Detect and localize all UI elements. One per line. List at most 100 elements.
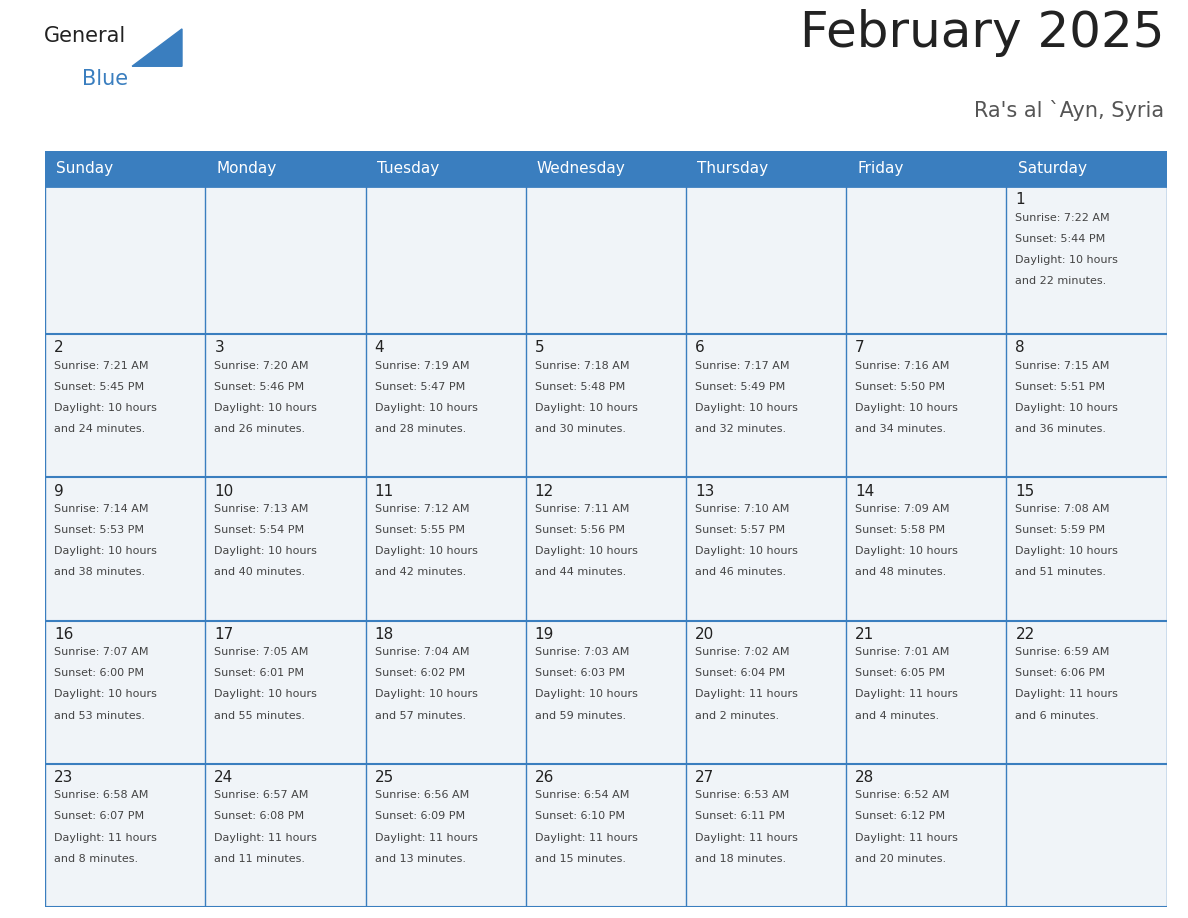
Text: Daylight: 10 hours: Daylight: 10 hours [855,403,958,413]
Text: and 30 minutes.: and 30 minutes. [535,424,626,434]
Text: Sunrise: 7:10 AM: Sunrise: 7:10 AM [695,504,789,514]
Text: Sunrise: 7:08 AM: Sunrise: 7:08 AM [1016,504,1110,514]
Text: Sunrise: 7:07 AM: Sunrise: 7:07 AM [55,647,148,657]
Text: 14: 14 [855,484,874,498]
Text: Sunrise: 7:16 AM: Sunrise: 7:16 AM [855,361,949,371]
Text: Sunday: Sunday [56,162,114,176]
Text: Sunrise: 7:19 AM: Sunrise: 7:19 AM [374,361,469,371]
Text: 28: 28 [855,770,874,785]
Text: Sunrise: 7:22 AM: Sunrise: 7:22 AM [1016,213,1110,223]
FancyBboxPatch shape [45,621,206,764]
Text: Sunrise: 7:12 AM: Sunrise: 7:12 AM [374,504,469,514]
Text: Sunset: 6:06 PM: Sunset: 6:06 PM [1016,668,1105,678]
Text: Sunset: 5:58 PM: Sunset: 5:58 PM [855,525,946,535]
Text: Daylight: 10 hours: Daylight: 10 hours [535,546,638,556]
FancyBboxPatch shape [206,764,366,907]
FancyBboxPatch shape [366,334,526,477]
Text: Sunset: 5:45 PM: Sunset: 5:45 PM [55,382,144,392]
FancyBboxPatch shape [206,186,366,334]
Text: and 6 minutes.: and 6 minutes. [1016,711,1099,721]
Text: Daylight: 11 hours: Daylight: 11 hours [374,833,478,843]
Text: Daylight: 10 hours: Daylight: 10 hours [374,546,478,556]
Text: 13: 13 [695,484,714,498]
Text: 23: 23 [55,770,74,785]
FancyBboxPatch shape [45,186,206,334]
FancyBboxPatch shape [846,621,1006,764]
Text: and 15 minutes.: and 15 minutes. [535,854,626,864]
Text: 24: 24 [214,770,234,785]
Text: 10: 10 [214,484,234,498]
FancyBboxPatch shape [206,477,366,621]
Text: 7: 7 [855,341,865,355]
Text: Sunset: 5:47 PM: Sunset: 5:47 PM [374,382,465,392]
Text: and 55 minutes.: and 55 minutes. [214,711,305,721]
FancyBboxPatch shape [526,477,685,621]
Text: Daylight: 10 hours: Daylight: 10 hours [214,546,317,556]
FancyBboxPatch shape [1006,621,1167,764]
Text: and 51 minutes.: and 51 minutes. [1016,567,1106,577]
Text: Sunrise: 7:09 AM: Sunrise: 7:09 AM [855,504,949,514]
Text: Daylight: 10 hours: Daylight: 10 hours [855,546,958,556]
FancyBboxPatch shape [206,334,366,477]
Text: Daylight: 11 hours: Daylight: 11 hours [855,689,958,700]
FancyBboxPatch shape [526,186,685,334]
Text: Daylight: 11 hours: Daylight: 11 hours [1016,689,1118,700]
Text: Sunrise: 7:17 AM: Sunrise: 7:17 AM [695,361,790,371]
Text: and 8 minutes.: and 8 minutes. [55,854,138,864]
Text: 4: 4 [374,341,384,355]
Text: Sunset: 6:02 PM: Sunset: 6:02 PM [374,668,465,678]
Text: Saturday: Saturday [1018,162,1087,176]
FancyBboxPatch shape [1006,477,1167,621]
Text: and 22 minutes.: and 22 minutes. [1016,276,1107,286]
Text: Daylight: 10 hours: Daylight: 10 hours [535,689,638,700]
Text: Sunrise: 6:57 AM: Sunrise: 6:57 AM [214,790,309,800]
Text: Monday: Monday [216,162,277,176]
Text: and 24 minutes.: and 24 minutes. [55,424,145,434]
Text: Sunset: 6:04 PM: Sunset: 6:04 PM [695,668,785,678]
Polygon shape [132,28,182,66]
Text: Daylight: 10 hours: Daylight: 10 hours [374,689,478,700]
Text: and 46 minutes.: and 46 minutes. [695,567,786,577]
Text: Sunrise: 6:53 AM: Sunrise: 6:53 AM [695,790,789,800]
Text: 18: 18 [374,627,393,642]
Text: 19: 19 [535,627,554,642]
Text: 12: 12 [535,484,554,498]
Text: 8: 8 [1016,341,1025,355]
FancyBboxPatch shape [685,621,846,764]
Text: Sunset: 5:44 PM: Sunset: 5:44 PM [1016,234,1106,244]
Text: and 28 minutes.: and 28 minutes. [374,424,466,434]
Text: and 18 minutes.: and 18 minutes. [695,854,786,864]
Text: Blue: Blue [82,69,128,89]
Text: Daylight: 10 hours: Daylight: 10 hours [55,403,157,413]
FancyBboxPatch shape [685,186,846,334]
Text: and 59 minutes.: and 59 minutes. [535,711,626,721]
FancyBboxPatch shape [685,477,846,621]
Text: Daylight: 11 hours: Daylight: 11 hours [855,833,958,843]
Text: 20: 20 [695,627,714,642]
FancyBboxPatch shape [366,186,526,334]
Text: and 57 minutes.: and 57 minutes. [374,711,466,721]
Text: 11: 11 [374,484,393,498]
Text: Sunrise: 6:58 AM: Sunrise: 6:58 AM [55,790,148,800]
Text: and 2 minutes.: and 2 minutes. [695,711,779,721]
Text: Sunset: 5:49 PM: Sunset: 5:49 PM [695,382,785,392]
Text: Sunrise: 7:14 AM: Sunrise: 7:14 AM [55,504,148,514]
FancyBboxPatch shape [366,621,526,764]
Text: 2: 2 [55,341,64,355]
Text: and 32 minutes.: and 32 minutes. [695,424,786,434]
Text: Daylight: 10 hours: Daylight: 10 hours [1016,403,1118,413]
Text: Wednesday: Wednesday [537,162,626,176]
Text: Daylight: 10 hours: Daylight: 10 hours [55,546,157,556]
FancyBboxPatch shape [1006,186,1167,334]
Text: Daylight: 10 hours: Daylight: 10 hours [1016,546,1118,556]
FancyBboxPatch shape [366,151,526,186]
Text: Sunset: 6:11 PM: Sunset: 6:11 PM [695,812,785,822]
Text: Sunrise: 7:03 AM: Sunrise: 7:03 AM [535,647,630,657]
FancyBboxPatch shape [1006,151,1167,186]
FancyBboxPatch shape [206,621,366,764]
FancyBboxPatch shape [685,764,846,907]
Text: General: General [44,26,126,46]
Text: Daylight: 11 hours: Daylight: 11 hours [55,833,157,843]
FancyBboxPatch shape [846,477,1006,621]
Text: Daylight: 10 hours: Daylight: 10 hours [695,546,798,556]
